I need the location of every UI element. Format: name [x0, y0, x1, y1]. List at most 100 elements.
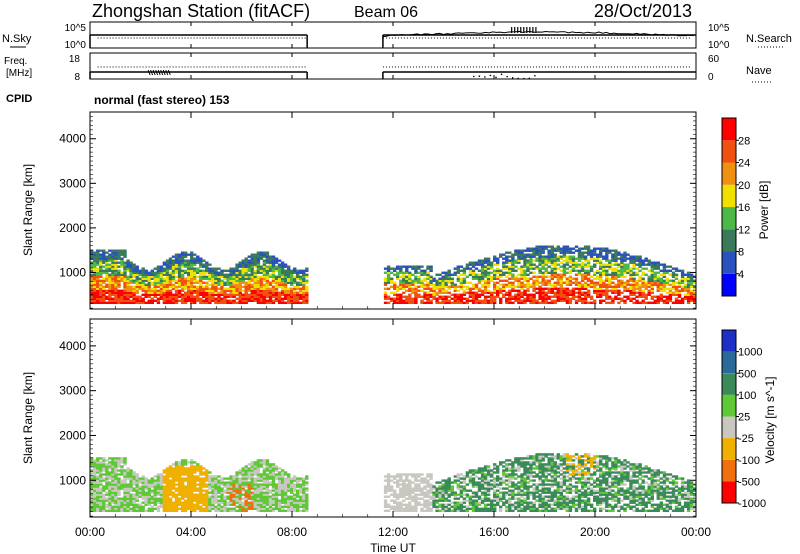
velocity-cell — [180, 465, 185, 468]
power-cell — [629, 293, 633, 296]
power-cell — [190, 265, 194, 268]
power-cell — [196, 255, 200, 258]
power-cell — [580, 265, 585, 268]
power-cell — [153, 289, 157, 292]
velocity-cell — [199, 469, 203, 472]
power-cell — [174, 291, 179, 294]
velocity-cell — [217, 489, 221, 492]
power-cell — [605, 283, 609, 286]
velocity-cell — [265, 509, 270, 512]
velocity-cell — [177, 477, 182, 480]
velocity-cell — [271, 501, 276, 504]
velocity-cell — [244, 475, 248, 478]
power-cell — [283, 289, 288, 292]
velocity-cell — [399, 483, 403, 486]
power-cell — [244, 259, 248, 262]
power-cell — [238, 299, 242, 302]
power-cell — [583, 273, 588, 276]
velocity-cell — [180, 469, 185, 472]
velocity-cell — [405, 503, 409, 506]
velocity-cell — [247, 503, 251, 506]
velocity-cell — [386, 489, 391, 492]
power-cell — [565, 263, 570, 266]
velocity-cell — [177, 465, 182, 468]
velocity-cell — [220, 477, 224, 480]
velocity-cell — [265, 507, 270, 510]
velocity-cell — [93, 459, 97, 462]
power-cell — [602, 271, 606, 274]
power-cell — [108, 285, 112, 288]
power-cell — [208, 301, 212, 304]
velocity-cell — [114, 497, 118, 500]
power-cell — [693, 299, 697, 302]
power-cell — [93, 265, 97, 268]
velocity-cell — [171, 481, 176, 484]
velocity-cell — [138, 509, 142, 512]
velocity-cell — [199, 465, 203, 468]
velocity-cell — [174, 509, 179, 512]
power-cell — [259, 257, 264, 260]
velocity-cell — [250, 467, 254, 470]
power-cell — [535, 299, 539, 302]
power-cell — [550, 291, 554, 294]
power-cell — [550, 259, 554, 262]
velocity-cell — [217, 503, 221, 506]
colorbar-tick-label: 24 — [738, 158, 750, 170]
velocity-cell — [423, 503, 427, 506]
velocity-cell — [196, 493, 200, 496]
velocity-cell — [183, 495, 188, 498]
velocity-cell — [93, 503, 97, 506]
power-cell — [193, 279, 197, 282]
power-cell — [544, 257, 548, 260]
velocity-cell — [208, 497, 212, 500]
power-cell — [217, 281, 221, 284]
power-cell — [650, 297, 654, 300]
power-cell — [535, 253, 539, 256]
power-cell — [611, 273, 615, 276]
velocity-cell — [444, 503, 448, 506]
power-cell — [135, 267, 139, 270]
power-cell — [614, 263, 618, 266]
power-cell — [138, 285, 142, 288]
power-cell — [253, 269, 257, 272]
velocity-cell — [456, 473, 460, 476]
power-cell — [644, 295, 648, 298]
velocity-cell — [102, 501, 106, 504]
power-cell — [177, 259, 182, 262]
power-cell — [483, 275, 488, 278]
power-cell — [586, 259, 591, 262]
power-cell — [126, 261, 130, 264]
velocity-cell — [135, 491, 139, 494]
power-cell — [599, 279, 603, 282]
power-cell — [399, 275, 403, 278]
power-cell — [447, 295, 451, 298]
power-cell — [280, 293, 285, 296]
velocity-cell — [259, 509, 264, 512]
velocity-cell — [141, 493, 145, 496]
velocity-cell — [183, 479, 188, 482]
power-cell — [177, 257, 182, 260]
power-cell — [541, 259, 545, 262]
power-cell — [689, 293, 694, 296]
velocity-cell — [117, 459, 121, 462]
velocity-cell — [223, 477, 227, 480]
colorbar-tick-label: 12 — [738, 224, 750, 236]
colorbar-swatch — [722, 207, 736, 230]
power-cell — [493, 257, 497, 260]
velocity-cell — [411, 499, 415, 502]
velocity-cell — [274, 491, 279, 494]
power-cell — [114, 299, 118, 302]
power-cell — [420, 281, 424, 284]
power-cell — [265, 273, 270, 276]
power-cell — [190, 281, 194, 284]
velocity-cell — [229, 495, 233, 498]
velocity-cell — [256, 499, 261, 502]
velocity-cell — [465, 471, 470, 474]
power-cell — [274, 299, 279, 302]
velocity-cell — [453, 493, 457, 496]
power-cell — [399, 283, 403, 286]
velocity-cell — [205, 479, 209, 482]
power-cell — [159, 293, 164, 296]
power-cell — [271, 281, 276, 284]
velocity-cell — [293, 485, 297, 488]
